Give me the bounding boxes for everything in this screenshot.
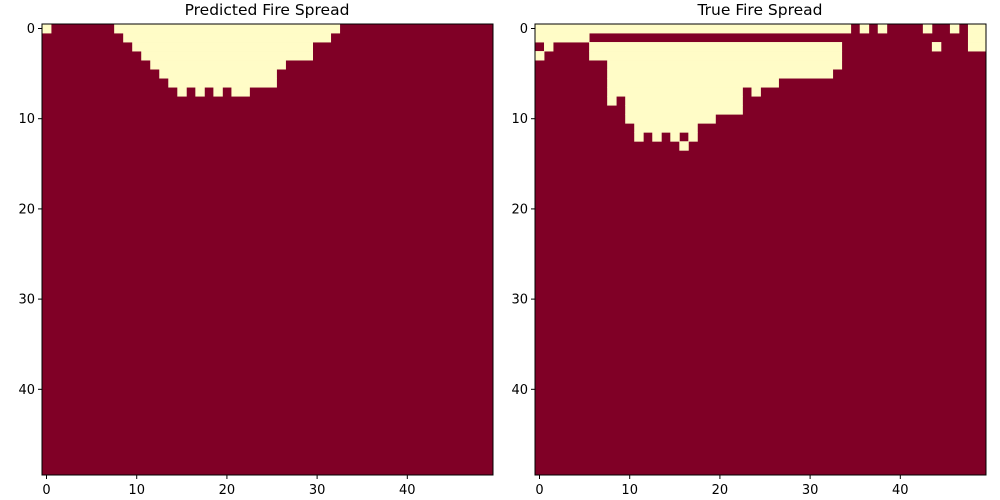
predicted-burned-cell-run [150,60,286,70]
true-burned-cell-run [931,42,942,52]
true-burned-cell-run [535,24,852,34]
predicted-y-tick-label: 40 [18,383,35,398]
predicted-burned-cell-run [213,87,223,97]
true-y-tick-label: 30 [511,293,528,308]
predicted-burned-cell-run [195,87,205,97]
true-heatmap-cells [535,24,987,475]
true-burned-cell-run [607,96,617,106]
true-burned-cell-run [688,132,698,142]
predicted-burned-cell-run [114,24,341,34]
predicted-burned-cell-run [177,87,187,97]
true-x-tick-label: 20 [712,483,729,498]
predicted-y-tick-label: 10 [18,112,35,127]
true-burned-cell-run [670,132,680,142]
true-axis-ticks: 0 10 20 30 40 0 10 20 30 40 [511,22,908,498]
true-burned-cell-run [625,105,743,115]
true-burned-cell-run [589,42,843,52]
true-burned-cell-run [679,141,689,151]
true-burned-cell-run [652,132,662,142]
true-burned-cell-run [922,24,933,34]
predicted-x-tick-label: 10 [128,483,145,498]
true-y-tick-label: 10 [511,112,528,127]
predicted-axis-ticks: 0 10 20 30 40 0 10 20 30 40 [18,22,415,498]
predicted-fire-spread-panel: Predicted Fire Spread 0 10 20 30 40 0 10 20 30 40 [18,1,494,498]
true-burned-cell-run [949,24,960,34]
true-y-tick-label: 40 [511,383,528,398]
true-fire-spread-panel: True Fire Spread 0 10 20 30 40 0 10 20 30 40 [511,1,987,498]
true-x-tick-label: 10 [621,483,638,498]
true-burned-cell-run [535,51,545,61]
true-burned-cell-run [607,69,834,79]
predicted-burned-cell-run [159,69,277,79]
predicted-y-tick-label: 0 [27,22,35,37]
predicted-plot-frame [41,23,494,476]
true-burned-cell-run [634,132,644,142]
true-burned-cell-run [625,96,743,106]
true-burned-cell-run [967,24,987,34]
true-burned-cell-run [967,42,987,52]
true-burned-cell-run [607,87,743,97]
true-burned-cell-run [544,42,554,52]
predicted-heatmap-cells [42,24,493,475]
predicted-x-tick-label: 30 [309,483,326,498]
true-burned-cell-run [607,60,843,70]
true-burned-cell-run [967,33,987,43]
predicted-burned-cell-run [132,42,313,52]
predicted-burned-cell-run [123,33,332,43]
true-burned-cell-run [607,78,779,88]
predicted-x-tick-label: 40 [399,483,416,498]
predicted-panel-title: Predicted Fire Spread [185,1,350,19]
predicted-unburned-area [42,24,493,475]
true-burned-cell-run [535,33,590,43]
true-burned-cell-run [877,24,888,34]
predicted-burned-cell-run [231,87,250,97]
true-panel-title: True Fire Spread [696,1,822,19]
predicted-x-tick-label: 20 [219,483,236,498]
true-x-tick-label: 0 [535,483,543,498]
predicted-burned-cell-run [168,78,277,88]
predicted-burned-cell-run [42,24,52,34]
true-y-tick-label: 20 [511,202,528,217]
true-burned-cell-run [859,24,870,34]
true-x-tick-label: 40 [892,483,909,498]
true-burned-cell-run [634,123,698,133]
true-burned-cell-run [751,87,761,97]
true-burned-cell-run [625,114,716,124]
true-burned-cell-run [589,51,843,61]
true-x-tick-label: 30 [802,483,819,498]
predicted-x-tick-label: 0 [42,483,50,498]
predicted-burned-cell-run [141,51,313,61]
true-y-tick-label: 0 [520,22,528,37]
predicted-y-tick-label: 20 [18,202,35,217]
true-plot-frame [534,23,987,476]
predicted-y-tick-label: 30 [18,293,35,308]
